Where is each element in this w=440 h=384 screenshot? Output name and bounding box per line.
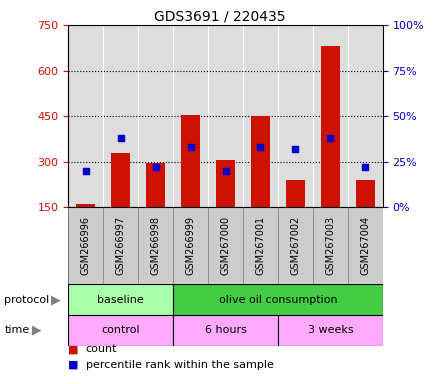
Bar [76,204,95,207]
Bar [348,207,383,284]
Bar [216,160,235,207]
Text: count: count [86,344,117,354]
Bar [278,315,383,346]
Text: GDS3691 / 220435: GDS3691 / 220435 [154,10,286,23]
Point [257,144,264,150]
Bar [146,163,165,207]
Point [292,146,299,152]
Text: percentile rank within the sample: percentile rank within the sample [86,360,274,370]
Bar [321,46,340,207]
Text: ■: ■ [68,344,79,354]
Text: GSM266998: GSM266998 [150,216,161,275]
Bar [208,207,243,284]
Text: time: time [4,325,29,335]
Text: GSM267003: GSM267003 [325,216,335,275]
Bar [313,207,348,284]
Text: 3 weeks: 3 weeks [308,325,353,335]
Text: ▶: ▶ [32,324,41,337]
Bar [173,315,278,346]
Text: ▶: ▶ [51,293,60,306]
Bar [173,284,383,315]
Text: ■: ■ [68,360,79,370]
Bar [356,180,375,207]
Text: protocol: protocol [4,295,50,305]
Bar [68,284,173,315]
Bar [243,207,278,284]
Bar [286,180,305,207]
Point [82,168,89,174]
Text: GSM266997: GSM266997 [116,216,126,275]
Text: GSM266996: GSM266996 [81,216,91,275]
Bar [111,152,130,207]
Text: olive oil consumption: olive oil consumption [219,295,337,305]
Bar [138,207,173,284]
Bar [181,115,200,207]
Text: GSM267002: GSM267002 [290,216,301,275]
Text: GSM267000: GSM267000 [220,216,231,275]
Point [327,135,334,141]
Bar [103,207,138,284]
Point [362,164,369,170]
Bar [173,207,208,284]
Text: baseline: baseline [97,295,144,305]
Bar [68,207,103,284]
Bar [278,207,313,284]
Point [117,135,124,141]
Text: GSM267001: GSM267001 [256,216,265,275]
Point [152,164,159,170]
Bar [68,315,173,346]
Point [187,144,194,150]
Bar [251,116,270,207]
Text: control: control [101,325,140,335]
Text: GSM266999: GSM266999 [186,216,195,275]
Text: 6 hours: 6 hours [205,325,246,335]
Point [222,168,229,174]
Text: GSM267004: GSM267004 [360,216,370,275]
